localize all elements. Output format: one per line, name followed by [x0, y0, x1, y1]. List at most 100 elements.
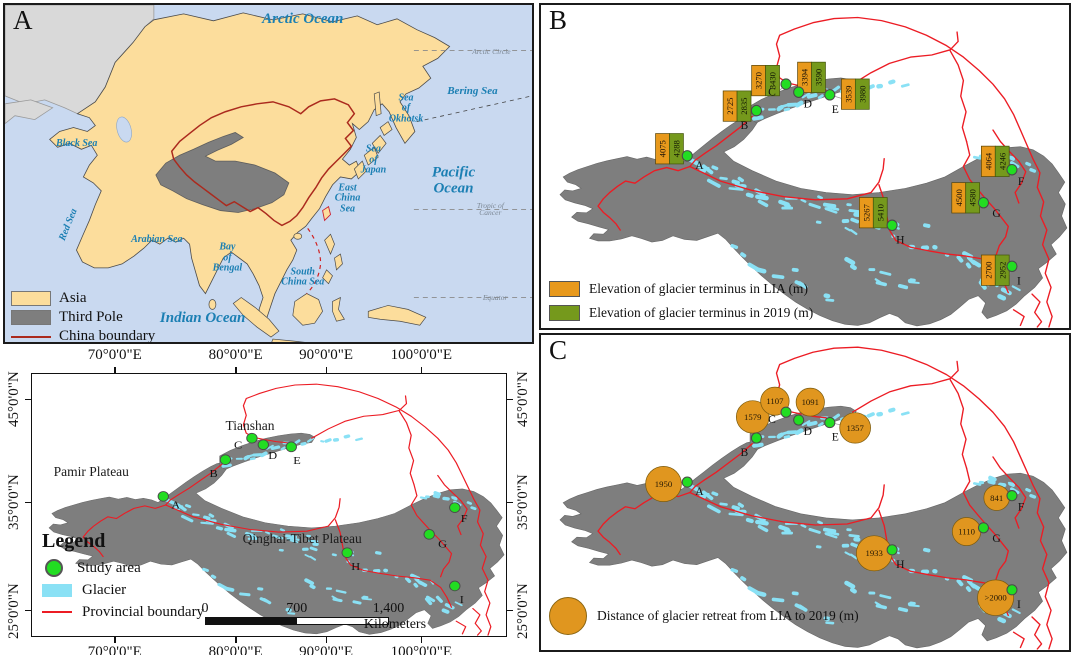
study-area-label: Study area: [77, 559, 141, 576]
site-label-F: F: [1018, 176, 1024, 188]
study-area-dot-C: [780, 406, 792, 418]
study-area-dot-I: [1006, 260, 1018, 273]
site-label-G: G: [992, 533, 1000, 545]
lon-tick: [114, 637, 116, 643]
site-label-C: C: [768, 414, 776, 426]
place-label-2: Qinghai-Tibet Plateau: [242, 531, 362, 547]
site-label-C: C: [768, 87, 776, 99]
site-label-H: H: [896, 235, 904, 247]
study-area-dot-H: [886, 544, 898, 556]
elevation-2019-value-B: 2835: [739, 98, 749, 115]
study-area-dot-A: [681, 150, 693, 162]
boundary-line-0: [775, 16, 1053, 328]
place-label-1: Pamir Plateau: [53, 464, 129, 480]
third-pole-region: [155, 132, 290, 213]
panel-a-legend: Asia Third Pole China boundary: [11, 289, 156, 344]
lon-label-bottom-0: 70°0'0"E: [87, 644, 142, 655]
lon-tick: [114, 367, 116, 373]
lat-label-right-0: 45°0'0"N: [515, 371, 531, 428]
island-12: [367, 305, 427, 326]
site-label-A: A: [171, 499, 181, 511]
study-area-dot-B: [750, 432, 762, 444]
retreat-value-D: 1091: [802, 397, 819, 407]
lon-label-bottom-1: 80°0'0"E: [208, 644, 263, 655]
island-6: [322, 269, 333, 285]
caspian-sea: [116, 116, 132, 143]
legend-item-china-boundary: China boundary: [11, 327, 156, 344]
third-pole-label: Third Pole: [59, 309, 123, 325]
boundary-line-5: [962, 140, 1009, 256]
asia-label: Asia: [59, 290, 87, 306]
lia-elevation-value-C: 3270: [754, 72, 764, 89]
island-7: [371, 134, 387, 154]
arctic-ocean-label: Arctic Ocean: [262, 11, 344, 28]
east-china-sea-label: East China Sea: [334, 182, 361, 215]
site-label-D: D: [804, 426, 812, 438]
lon-tick: [325, 637, 328, 643]
lia-elevation-value-B: 2725: [725, 98, 735, 115]
study-area-dot-G: [423, 529, 435, 540]
glacier-patches: [686, 407, 1037, 625]
lon-label-top-1: 80°0'0"E: [208, 347, 263, 363]
lat-tick: [25, 609, 31, 612]
site-label-B: B: [209, 468, 217, 480]
china-boundary-label: China boundary: [59, 328, 156, 344]
panel-c-retreat-map: 1950 A 1579 B 1107 C 1091 D 1357 E 841 F 1110 G 1933 H >…: [539, 333, 1071, 652]
study-area-dot-E: [824, 416, 836, 429]
black-sea-label: Black Sea: [55, 137, 98, 149]
retreat-value-C: 1107: [766, 396, 784, 406]
provincial-boundary-label: Provincial boundary: [82, 603, 205, 620]
retreat-circle-A: [645, 465, 682, 503]
elevation-2019-value-E: 3980: [857, 86, 867, 103]
lat-label-left-0: 45°0'0"N: [6, 371, 22, 428]
site-label-A: A: [695, 486, 704, 498]
lat-tick: [507, 398, 513, 401]
study-area-dot-F: [1006, 163, 1018, 176]
legend-item-provincial-boundary: Provincial boundary: [42, 601, 204, 623]
study-area-dot-D: [257, 439, 269, 451]
lat-tick: [507, 609, 513, 612]
study-area-dot-I: [449, 580, 461, 592]
site-label-B: B: [741, 447, 749, 459]
lia-swatch: [549, 281, 580, 297]
lia-elevation-value-G: 4500: [954, 189, 964, 206]
arctic-circle-label: Arctic Circle: [472, 46, 511, 56]
sri-lanka-island: [208, 299, 217, 310]
elevation-2019-value-C: 3430: [768, 72, 778, 89]
lia-elevation-value-A: 4075: [658, 140, 668, 157]
place-label-0: Tianshan: [225, 418, 275, 434]
boundary-line-6: [437, 474, 468, 536]
scale-bar-unit: Kilometers: [363, 616, 427, 632]
elevation-2019-box-B: [736, 90, 752, 122]
lia-elevation-value-E: 3539: [843, 86, 853, 103]
lia-elevation-value-F: 4064: [983, 152, 993, 170]
boundary-line-3: [689, 158, 885, 201]
retreat-value-F: 841: [990, 493, 1003, 503]
equator-label: Equator: [482, 292, 508, 302]
study-area-dot-A: [681, 476, 693, 488]
lon-tick: [420, 367, 423, 373]
lat-label-right-1: 35°0'0"N: [515, 474, 531, 531]
boundary-line-6: [992, 456, 1027, 529]
retreat-value-B: 1579: [744, 412, 761, 422]
legend-retreat-distance: Distance of glacier retreat from LIA to …: [549, 597, 859, 635]
sea-of-okhotsk-label: Sea of Okhotsk: [388, 92, 424, 125]
retreat-value-A: 1950: [655, 479, 672, 489]
study-area-dot-C: [246, 432, 258, 444]
elevation-2019-legend-label: Elevation of glacier terminus in 2019 (m…: [589, 305, 814, 320]
europe-land-2: [5, 99, 54, 125]
boundary-line-2: [398, 410, 415, 486]
lia-elevation-value-I: 2700: [983, 262, 993, 279]
study-area-dot-B: [219, 454, 232, 465]
sea-of-japan-label: Sea of Japan: [360, 143, 387, 176]
site-label-H: H: [896, 559, 904, 571]
taiwan-island: [322, 205, 332, 222]
boundary-line-7: [472, 607, 482, 636]
study-area-dot-H: [341, 547, 353, 558]
elevation-2019-value-A: 4288: [671, 140, 681, 157]
site-label-A: A: [695, 160, 704, 172]
lon-tick: [420, 637, 423, 643]
lat-label-right-2: 25°0'0"N: [515, 582, 531, 639]
boundary-line-10: [597, 165, 691, 231]
